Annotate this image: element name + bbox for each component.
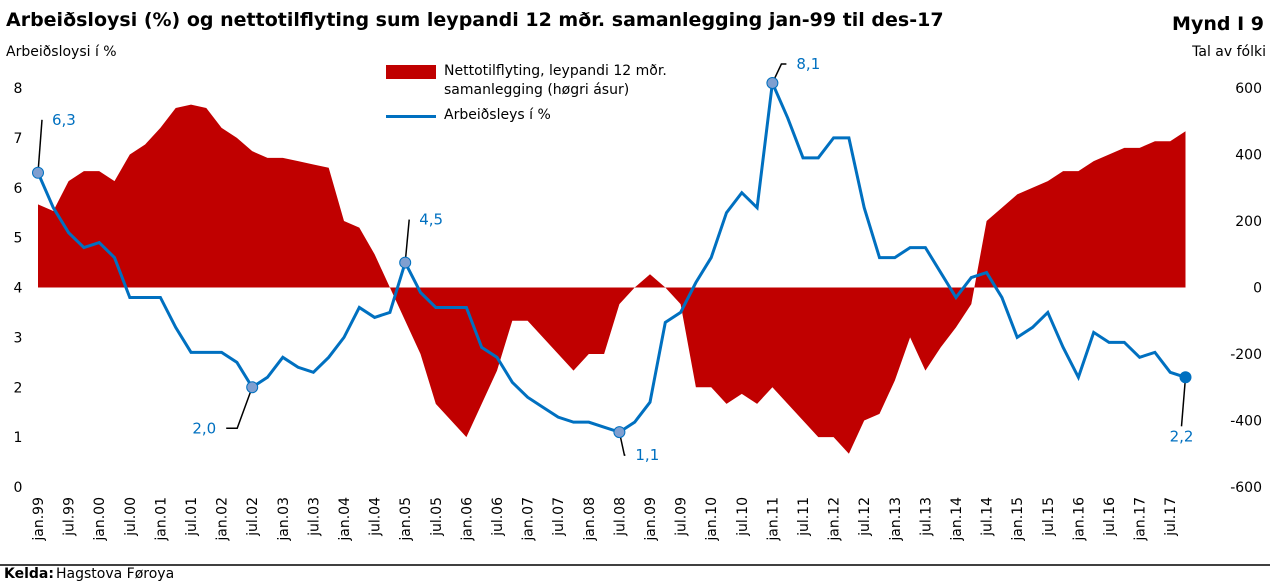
data-label: 2,0 [192, 419, 216, 437]
leader-line [37, 119, 43, 173]
y-tick-label: 6 [14, 181, 23, 197]
y-tick-label: 2 [14, 380, 23, 396]
x-tick-label: jul.09 [674, 497, 690, 537]
x-tick-label: jul.02 [245, 497, 261, 537]
x-tick-label: jul.10 [735, 497, 751, 537]
point-marker [613, 426, 626, 439]
y-tick-label: 3 [14, 330, 23, 346]
x-tick-label: jul.06 [490, 497, 506, 537]
leader-line [618, 431, 626, 456]
x-tick-label: jan.08 [582, 497, 598, 542]
x-tick-label: jan.07 [521, 497, 537, 542]
y2-tick-label: 200 [1235, 214, 1262, 230]
x-tick-label: jan.03 [276, 497, 292, 542]
legend: Nettotilflyting, leypandi 12 mðr. samanl… [386, 62, 714, 131]
y2-tick-label: -400 [1230, 414, 1262, 430]
y-tick-label: 5 [14, 231, 23, 247]
chart-title: Arbeiðsloysi (%) og nettotilflyting sum … [6, 9, 944, 31]
x-tick-label: jan.14 [949, 497, 965, 542]
x-tick-label: jan.06 [459, 497, 475, 542]
leader-line [226, 386, 253, 429]
x-tick-label: jul.12 [857, 497, 873, 537]
y-tick-label: 0 [14, 480, 23, 496]
y2-tick-label: 0 [1253, 281, 1262, 297]
point-marker [32, 166, 44, 179]
x-tick-label: jan.10 [704, 497, 720, 542]
y2-tick-label: -600 [1230, 480, 1262, 496]
y2-axis-title: Tal av fólki [1191, 44, 1266, 60]
x-tick-label: jul.15 [1041, 497, 1057, 537]
point-marker [1179, 371, 1192, 384]
data-label: 8,1 [796, 55, 820, 73]
data-label: 1,1 [635, 446, 659, 464]
x-tick-label: jan.01 [153, 497, 169, 542]
x-tick-label: jul.03 [306, 497, 322, 537]
x-tick-label: jan.04 [337, 497, 353, 542]
y-tick-label: 8 [14, 81, 23, 97]
x-tick-label: jul.11 [796, 497, 812, 537]
leader-line [771, 63, 787, 84]
x-tick-label: jul.13 [918, 497, 934, 537]
y-axis-title: Arbeiðsloysi í % [6, 44, 117, 60]
x-tick-label: jan.17 [1133, 497, 1149, 542]
x-tick-label: jan.09 [643, 497, 659, 542]
data-label: 2,2 [1170, 427, 1194, 445]
point-marker [399, 256, 412, 269]
legend-swatch [386, 115, 436, 118]
x-tick-label: jul.99 [62, 497, 78, 537]
data-label: 6,3 [52, 111, 76, 129]
legend-label: Nettotilflyting, leypandi 12 mðr. samanl… [444, 63, 667, 98]
x-tick-label: jul.08 [612, 497, 628, 537]
legend-swatch [386, 65, 436, 79]
x-tick-label: jan.15 [1010, 497, 1026, 542]
point-marker [246, 381, 259, 394]
source-label: Kelda: [4, 566, 54, 582]
x-tick-label: jan.11 [765, 497, 781, 542]
x-tick-label: jan.99 [31, 497, 47, 542]
data-label: 4,5 [419, 211, 443, 229]
figure-label: Mynd I 9 [1172, 13, 1264, 35]
leader-line [1180, 377, 1187, 427]
x-tick-label: jul.17 [1163, 497, 1179, 537]
area [38, 104, 1186, 454]
legend-item: Arbeiðsleys í % [386, 106, 714, 125]
y2-tick-label: -200 [1230, 347, 1262, 363]
y2-tick-label: 600 [1235, 81, 1262, 97]
x-tick-label: jan.02 [215, 497, 231, 542]
x-tick-label: jan.00 [92, 497, 108, 542]
source: Hagstova Føroya [56, 566, 174, 582]
x-tick-label: jan.05 [398, 497, 414, 542]
x-tick-label: jul.16 [1102, 497, 1118, 537]
x-tick-label: jul.14 [980, 497, 996, 537]
x-tick-label: jul.01 [184, 497, 200, 537]
x-tick-label: jul.05 [429, 497, 445, 537]
x-tick-label: jan.12 [827, 497, 843, 542]
x-tick-label: jan.13 [888, 497, 904, 542]
x-tick-label: jan.16 [1071, 497, 1087, 542]
point-marker [766, 77, 779, 90]
legend-item: Nettotilflyting, leypandi 12 mðr. samanl… [386, 62, 714, 100]
y-tick-label: 7 [14, 131, 23, 147]
y-tick-label: 1 [14, 430, 23, 446]
y-tick-label: 4 [14, 281, 23, 297]
y2-tick-label: 400 [1235, 148, 1262, 164]
x-tick-label: jul.04 [368, 497, 384, 537]
legend-label: Arbeiðsleys í % [444, 107, 551, 123]
line [36, 77, 1186, 434]
leader-line [404, 219, 410, 263]
x-tick-label: jul.07 [551, 497, 567, 537]
x-tick-label: jul.00 [123, 497, 139, 537]
